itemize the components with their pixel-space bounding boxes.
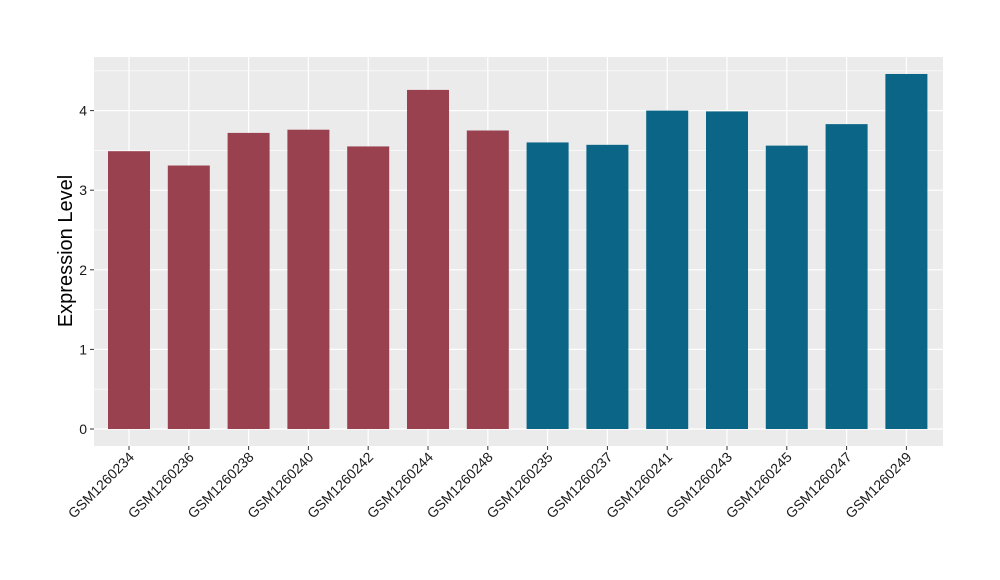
bar-GSM1260247 [825, 124, 868, 429]
bar-GSM1260237 [586, 144, 629, 429]
bars [108, 73, 928, 430]
bar-GSM1260238 [227, 132, 270, 429]
y-axis: 0 1 2 3 4 [79, 103, 94, 437]
bar-GSM1260236 [167, 165, 210, 430]
plot-panel [94, 57, 943, 446]
x-axis: GSM1260234GSM1260236GSM1260238GSM1260240… [65, 446, 915, 521]
bar-GSM1260248 [466, 130, 509, 429]
bar-GSM1260244 [407, 89, 449, 430]
bar-GSM1260245 [765, 145, 808, 429]
y-tick-label: 1 [79, 341, 87, 357]
y-tick-label: 4 [79, 103, 87, 119]
bar-GSM1260243 [706, 111, 748, 430]
y-tick-label: 2 [79, 262, 87, 278]
bar-GSM1260240 [287, 129, 330, 430]
bar-GSM1260235 [526, 142, 569, 429]
bar-GSM1260242 [347, 146, 390, 430]
bar-GSM1260249 [885, 73, 928, 429]
bar-GSM1260234 [108, 151, 150, 430]
y-axis-title: Expression Level [55, 175, 77, 327]
y-tick-label: 0 [79, 421, 87, 437]
bar-GSM1260241 [646, 110, 689, 429]
y-tick-label: 3 [79, 182, 87, 198]
